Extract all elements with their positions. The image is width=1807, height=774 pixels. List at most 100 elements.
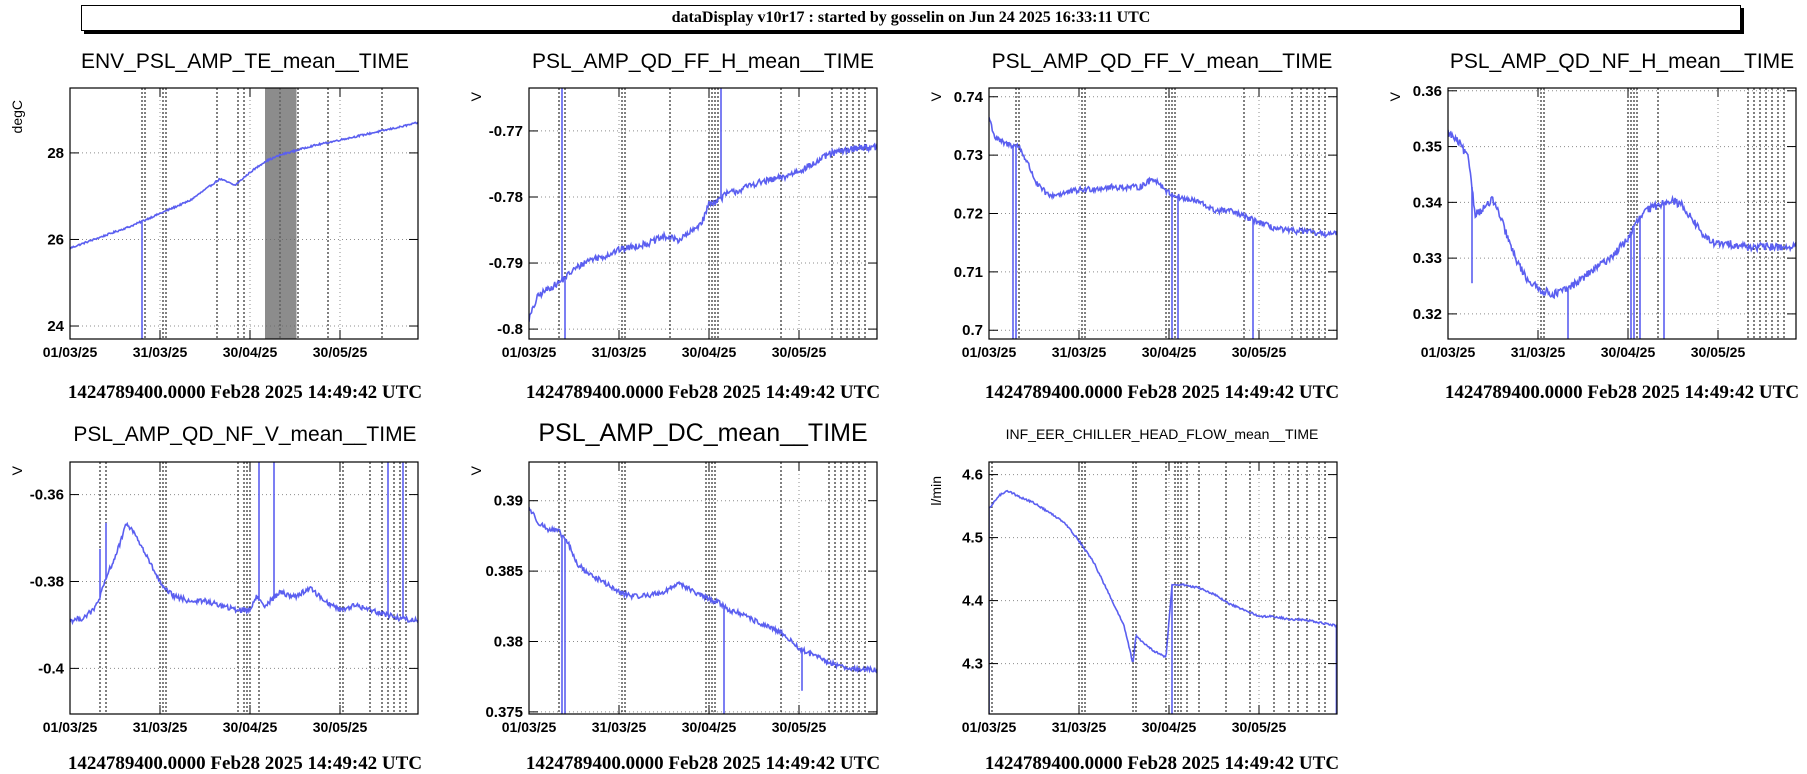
y-tick-label: 0.385 <box>485 563 523 580</box>
chart-title: PSL_AMP_QD_FF_V_mean__TIME <box>992 50 1333 73</box>
y-tick-label: 0.74 <box>954 89 984 106</box>
series-line <box>70 121 418 250</box>
series-line <box>529 142 877 322</box>
y-tick-label: -0.78 <box>489 189 523 206</box>
chart-panel-5: PSL_AMP_QD_NF_V_mean__TIME V -0.4 -0.38 -0.3… <box>9 423 422 774</box>
x-tick-label: 31/03/25 <box>1511 344 1566 360</box>
x-tick-label: 31/03/25 <box>1052 719 1107 735</box>
y-axis-label: V <box>1387 91 1403 101</box>
title-banner: dataDisplay v10r17 : started by gosselin… <box>81 5 1741 31</box>
x-tick-label: 30/05/25 <box>1232 344 1287 360</box>
plot-frame <box>528 461 878 715</box>
y-tick-label: 0.34 <box>1413 194 1443 211</box>
x-tick-label: 30/05/25 <box>1232 719 1287 735</box>
x-tick-label: 31/03/25 <box>592 719 647 735</box>
plot-frame <box>69 87 419 340</box>
series-line <box>529 506 877 674</box>
series-line <box>70 521 418 626</box>
y-tick-label: 0.71 <box>954 264 983 281</box>
x-tick-label: 30/05/25 <box>1691 344 1746 360</box>
x-tick-label: 01/03/25 <box>502 344 557 360</box>
time-origin-label: 1424789400.0000 Feb28 2025 14:49:42 UTC <box>68 382 422 403</box>
x-tick-label: 30/04/25 <box>1601 344 1656 360</box>
y-tick-label: 4.6 <box>962 467 983 484</box>
y-tick-label: 0.375 <box>485 704 523 721</box>
y-tick-label: -0.38 <box>30 573 64 590</box>
y-tick-label: 0.36 <box>1413 83 1442 100</box>
y-axis-label: V <box>928 91 944 101</box>
y-tick-label: 0.35 <box>1413 139 1442 156</box>
time-origin-label: 1424789400.0000 Feb28 2025 14:49:42 UTC <box>526 382 880 403</box>
chart-title: PSL_AMP_QD_NF_H_mean__TIME <box>1450 50 1794 73</box>
x-tick-label: 30/04/25 <box>1142 344 1197 360</box>
x-tick-label: 31/03/25 <box>133 719 188 735</box>
y-tick-label: 28 <box>47 145 64 162</box>
time-origin-label: 1424789400.0000 Feb28 2025 14:49:42 UTC <box>985 382 1339 403</box>
plot-frame <box>69 461 419 715</box>
y-tick-label: 0.73 <box>954 147 983 164</box>
plot-frame <box>988 461 1338 715</box>
x-tick-label: 01/03/25 <box>43 719 98 735</box>
x-tick-label: 01/03/25 <box>502 719 557 735</box>
y-tick-label: 0.39 <box>494 493 523 510</box>
chart-title: ENV_PSL_AMP_TE_mean__TIME <box>81 50 409 73</box>
y-tick-label: 26 <box>47 231 64 248</box>
y-tick-label: -0.8 <box>497 321 523 338</box>
y-tick-label: 0.32 <box>1413 306 1442 323</box>
marker-band <box>265 88 297 339</box>
y-axis-label: V <box>468 91 484 101</box>
series-line <box>989 117 1337 239</box>
x-tick-label: 30/04/25 <box>223 344 278 360</box>
chart-panel-3: PSL_AMP_QD_FF_V_mean__TIME V 0.7 0.71 0.72 0.… <box>928 50 1339 403</box>
chart-title: PSL_AMP_DC_mean__TIME <box>538 419 867 447</box>
time-origin-label: 1424789400.0000 Feb28 2025 14:49:42 UTC <box>985 753 1339 774</box>
y-tick-label: 0.72 <box>954 206 983 223</box>
x-tick-label: 30/05/25 <box>313 344 368 360</box>
x-tick-label: 30/05/25 <box>772 719 827 735</box>
x-tick-label: 01/03/25 <box>962 344 1017 360</box>
y-tick-label: 4.5 <box>962 530 983 547</box>
y-axis-label: V <box>468 465 484 475</box>
y-tick-label: 24 <box>47 318 64 335</box>
y-tick-label: 4.4 <box>962 593 984 610</box>
x-tick-label: 30/04/25 <box>223 719 278 735</box>
y-tick-label: -0.36 <box>30 487 64 504</box>
y-axis-label: degC <box>9 100 25 133</box>
banner-text: dataDisplay v10r17 : started by gosselin… <box>671 9 1151 26</box>
x-tick-label: 31/03/25 <box>592 344 647 360</box>
x-tick-label: 01/03/25 <box>1421 344 1476 360</box>
y-tick-label: 4.3 <box>962 656 983 673</box>
chart-panel-6: PSL_AMP_DC_mean__TIME V 0.375 0.38 0.385 0.39… <box>468 419 880 774</box>
x-tick-label: 30/05/25 <box>772 344 827 360</box>
y-axis-label: l/min <box>928 476 944 506</box>
chart-panel-4: PSL_AMP_QD_NF_H_mean__TIME V 0.32 0.33 0.34 0… <box>1387 50 1799 403</box>
x-tick-label: 01/03/25 <box>43 344 98 360</box>
chart-panel-2: PSL_AMP_QD_FF_H_mean__TIME V -0.8 -0.79 -0.7… <box>468 50 880 403</box>
x-tick-label: 01/03/25 <box>962 719 1017 735</box>
plot-frame <box>1447 87 1797 340</box>
series-line <box>1448 129 1796 300</box>
chart-title: PSL_AMP_QD_NF_V_mean__TIME <box>73 423 416 446</box>
x-tick-label: 31/03/25 <box>1052 344 1107 360</box>
y-tick-label: 0.33 <box>1413 250 1442 267</box>
time-origin-label: 1424789400.0000 Feb28 2025 14:49:42 UTC <box>68 753 422 774</box>
time-origin-label: 1424789400.0000 Feb28 2025 14:49:42 UTC <box>1445 382 1799 403</box>
y-tick-label: -0.79 <box>489 255 523 272</box>
chart-title: PSL_AMP_QD_FF_H_mean__TIME <box>532 50 874 73</box>
x-tick-label: 30/04/25 <box>682 719 737 735</box>
x-tick-label: 30/05/25 <box>313 719 368 735</box>
x-tick-label: 30/04/25 <box>1142 719 1197 735</box>
x-tick-label: 31/03/25 <box>133 344 188 360</box>
series-line <box>989 489 1337 663</box>
y-tick-label: -0.77 <box>489 123 523 140</box>
chart-panel-7: INF_EER_CHILLER_HEAD_FLOW_mean__TIME l/mi… <box>928 426 1339 774</box>
y-tick-label: 0.38 <box>494 633 523 650</box>
y-tick-label: -0.4 <box>38 660 65 677</box>
x-tick-label: 30/04/25 <box>682 344 737 360</box>
chart-title: INF_EER_CHILLER_HEAD_FLOW_mean__TIME <box>1006 426 1319 442</box>
y-tick-label: 0.7 <box>962 322 983 339</box>
time-origin-label: 1424789400.0000 Feb28 2025 14:49:42 UTC <box>526 753 880 774</box>
plot-frame <box>528 87 878 340</box>
chart-panel-1: ENV_PSL_AMP_TE_mean__TIME degC 24 26 28 01/03… <box>9 50 422 403</box>
